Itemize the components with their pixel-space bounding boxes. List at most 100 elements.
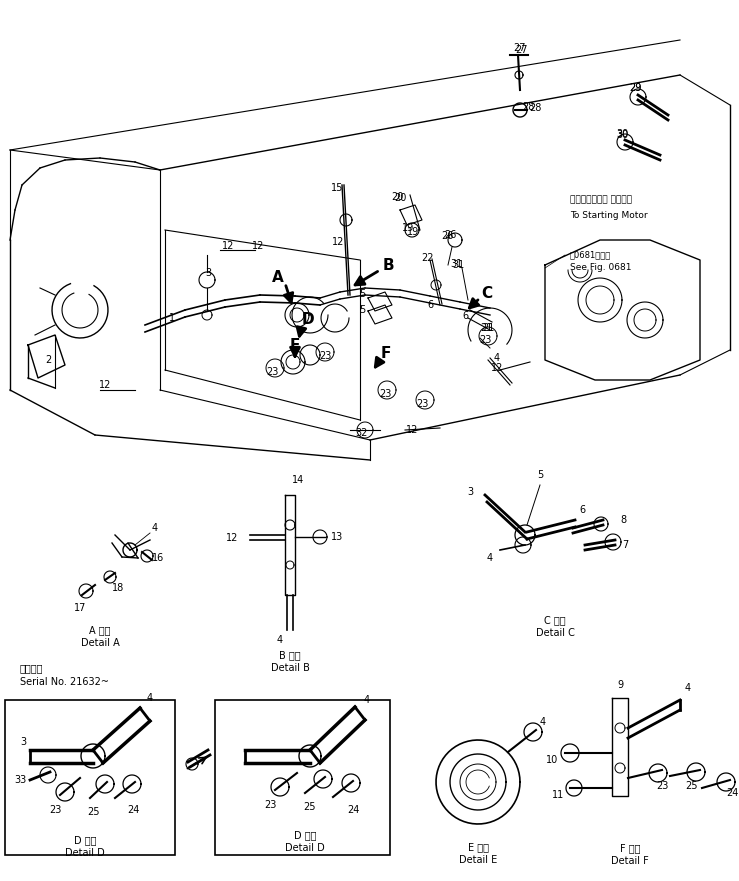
Text: 適用号機: 適用号機	[20, 663, 44, 673]
Text: 12: 12	[491, 363, 503, 373]
Text: 28: 28	[529, 103, 541, 113]
Text: 5: 5	[359, 289, 365, 299]
Text: 12: 12	[252, 241, 264, 251]
Text: 20: 20	[394, 193, 406, 203]
Text: 21: 21	[482, 323, 494, 333]
Text: 23: 23	[655, 781, 668, 791]
Text: 9: 9	[617, 680, 623, 690]
Text: 3: 3	[20, 737, 26, 747]
Text: Detail C: Detail C	[536, 628, 574, 638]
Text: 12: 12	[99, 380, 111, 390]
Text: 4: 4	[540, 717, 546, 727]
Text: 8: 8	[620, 515, 626, 525]
Text: 4: 4	[364, 695, 370, 705]
Text: 25: 25	[304, 802, 316, 812]
Text: A 詳細: A 詳細	[89, 625, 111, 635]
Text: 1: 1	[169, 313, 175, 323]
Text: 27: 27	[516, 45, 528, 55]
Text: 4: 4	[277, 635, 283, 645]
Text: 31: 31	[450, 259, 462, 269]
Text: 23: 23	[416, 399, 428, 409]
Text: 29: 29	[629, 83, 641, 93]
Text: 11: 11	[552, 790, 564, 800]
Text: 24: 24	[347, 805, 359, 815]
Text: 3: 3	[205, 268, 211, 278]
Text: 18: 18	[112, 583, 124, 593]
Text: 28: 28	[522, 102, 534, 112]
Text: 7: 7	[622, 540, 628, 550]
Text: 19: 19	[402, 223, 414, 233]
Text: E 詳細: E 詳細	[468, 842, 488, 852]
Text: 12: 12	[222, 241, 234, 251]
Text: スターティング モータヘ: スターティング モータヘ	[570, 196, 632, 204]
Text: 32: 32	[355, 428, 368, 438]
Text: Detail A: Detail A	[81, 638, 120, 648]
Text: 6: 6	[579, 505, 585, 515]
Text: 13: 13	[331, 532, 343, 542]
Text: F 詳細: F 詳細	[620, 843, 640, 853]
Text: 30: 30	[616, 130, 628, 140]
Text: 6: 6	[427, 300, 433, 310]
Text: 16: 16	[152, 553, 164, 563]
Text: 23: 23	[266, 367, 278, 377]
Text: 12: 12	[225, 533, 238, 543]
Polygon shape	[368, 305, 392, 324]
Text: 第0681図参照: 第0681図参照	[570, 250, 611, 260]
Text: 6: 6	[462, 311, 468, 321]
Text: 19: 19	[407, 227, 419, 237]
Text: Detail E: Detail E	[459, 855, 497, 865]
Text: 4: 4	[685, 683, 691, 693]
Text: 4: 4	[152, 523, 158, 533]
Text: B 詳細: B 詳細	[279, 650, 301, 660]
Text: B: B	[382, 257, 394, 272]
Text: 17: 17	[74, 603, 86, 613]
Text: 24: 24	[127, 805, 139, 815]
Polygon shape	[368, 292, 392, 311]
Text: F: F	[381, 346, 391, 361]
Text: D: D	[302, 313, 314, 328]
Text: 23: 23	[479, 335, 491, 345]
Text: 23: 23	[319, 351, 331, 361]
Text: 4: 4	[494, 353, 500, 363]
Text: 4: 4	[147, 693, 153, 703]
Text: Serial No. 21632~: Serial No. 21632~	[20, 677, 109, 687]
Text: 12: 12	[406, 425, 418, 435]
Text: 23: 23	[379, 389, 391, 399]
Text: 25: 25	[686, 781, 698, 791]
Text: 30: 30	[616, 129, 628, 139]
Text: 31: 31	[452, 260, 464, 270]
Text: See Fig. 0681: See Fig. 0681	[570, 263, 632, 272]
Text: 22: 22	[422, 253, 435, 263]
Text: 27: 27	[513, 43, 525, 53]
Text: Detail D: Detail D	[65, 848, 105, 858]
Text: 2: 2	[45, 355, 51, 365]
Text: D 詳細: D 詳細	[293, 830, 316, 840]
Text: 26: 26	[444, 230, 456, 240]
Text: 5: 5	[537, 470, 543, 480]
Text: Detail B: Detail B	[270, 663, 310, 673]
Text: Detail F: Detail F	[611, 856, 649, 866]
Text: 25: 25	[86, 807, 99, 817]
Text: 29: 29	[629, 83, 641, 93]
Text: 3: 3	[467, 487, 473, 497]
Text: 15: 15	[331, 183, 343, 193]
Text: 5: 5	[359, 305, 365, 315]
Text: E: E	[290, 338, 300, 353]
Text: 12: 12	[332, 237, 344, 247]
Text: 20: 20	[391, 192, 403, 202]
Text: C 詳細: C 詳細	[544, 615, 566, 625]
Text: Detail D: Detail D	[285, 843, 325, 853]
Text: To Starting Motor: To Starting Motor	[570, 211, 647, 219]
Text: A: A	[272, 270, 284, 285]
Text: 4: 4	[487, 553, 493, 563]
Text: 23: 23	[264, 800, 276, 810]
Text: 23: 23	[49, 805, 61, 815]
Text: 26: 26	[440, 231, 453, 241]
Text: 24: 24	[726, 788, 738, 798]
Text: 14: 14	[292, 475, 304, 485]
Text: 10: 10	[546, 755, 558, 765]
Text: D 詳細: D 詳細	[74, 835, 96, 845]
Text: C: C	[481, 285, 493, 300]
Text: 21: 21	[480, 323, 492, 333]
Text: 33: 33	[14, 775, 26, 785]
